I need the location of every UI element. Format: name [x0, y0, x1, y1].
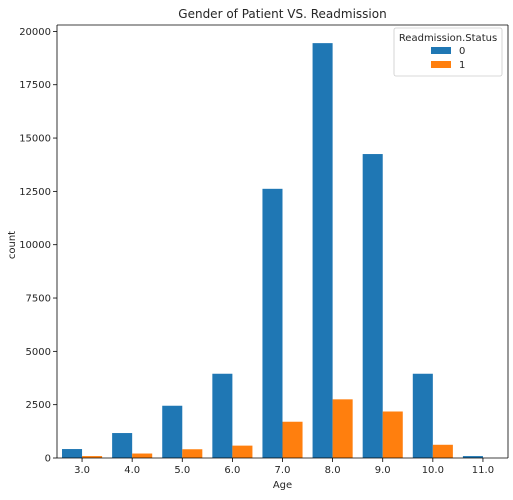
bar-series-0-10.0 [412, 373, 433, 458]
bar-series-1-9.0 [382, 411, 403, 458]
bar-series-1-10.0 [432, 444, 453, 458]
x-tick-label: 8.0 [325, 465, 341, 476]
x-tick-label: 3.0 [74, 465, 90, 476]
chart-title: Gender of Patient VS. Readmission [178, 7, 386, 21]
bar-series-1-7.0 [282, 421, 303, 458]
bar-series-0-8.0 [312, 43, 333, 458]
x-tick-label: 10.0 [422, 465, 444, 476]
bar-series-1-5.0 [182, 449, 203, 458]
x-tick-label: 6.0 [224, 465, 240, 476]
bar-series-1-4.0 [132, 453, 153, 458]
y-tick-label: 15000 [19, 134, 51, 145]
y-tick-label: 5000 [26, 347, 51, 358]
x-tick-label: 7.0 [275, 465, 291, 476]
y-tick-label: 20000 [19, 27, 51, 38]
y-axis-label: count [7, 231, 18, 259]
y-tick-label: 12500 [19, 187, 51, 198]
x-axis-label: Age [273, 480, 292, 491]
axes-group: 0 2500 5000 7500 10000 12500 15000 17500 20000 3.… [19, 24, 509, 476]
legend-title: Readmission.Status [399, 33, 497, 44]
x-tick-label: 11.0 [472, 465, 494, 476]
bar-series-0-5.0 [162, 405, 183, 458]
bar-series-1-6.0 [232, 445, 253, 458]
bar-series-0-4.0 [112, 433, 133, 458]
x-tick-label: 9.0 [375, 465, 391, 476]
y-tick-label: 10000 [19, 240, 51, 251]
bar-series-0-6.0 [212, 373, 233, 458]
x-tick-label: 4.0 [124, 465, 140, 476]
bar-series-1-8.0 [332, 399, 353, 458]
bar-series-0-3.0 [62, 449, 83, 458]
legend-label-1: 1 [459, 60, 465, 71]
bar-series-0-7.0 [262, 188, 283, 459]
bars-group [62, 43, 483, 459]
y-tick-label: 2500 [26, 400, 51, 411]
legend-swatch-1 [431, 61, 451, 68]
legend-label-0: 0 [459, 46, 465, 57]
legend: Readmission.Status 0 1 [393, 27, 503, 77]
x-tick-label: 5.0 [174, 465, 190, 476]
y-tick-label: 0 [45, 454, 51, 465]
legend-swatch-0 [431, 47, 451, 54]
bar-series-0-9.0 [362, 154, 383, 458]
bar-series-1-3.0 [82, 456, 103, 458]
bar-series-0-11.0 [462, 456, 483, 458]
y-tick-label: 7500 [26, 294, 51, 305]
y-tick-label: 17500 [19, 80, 51, 91]
